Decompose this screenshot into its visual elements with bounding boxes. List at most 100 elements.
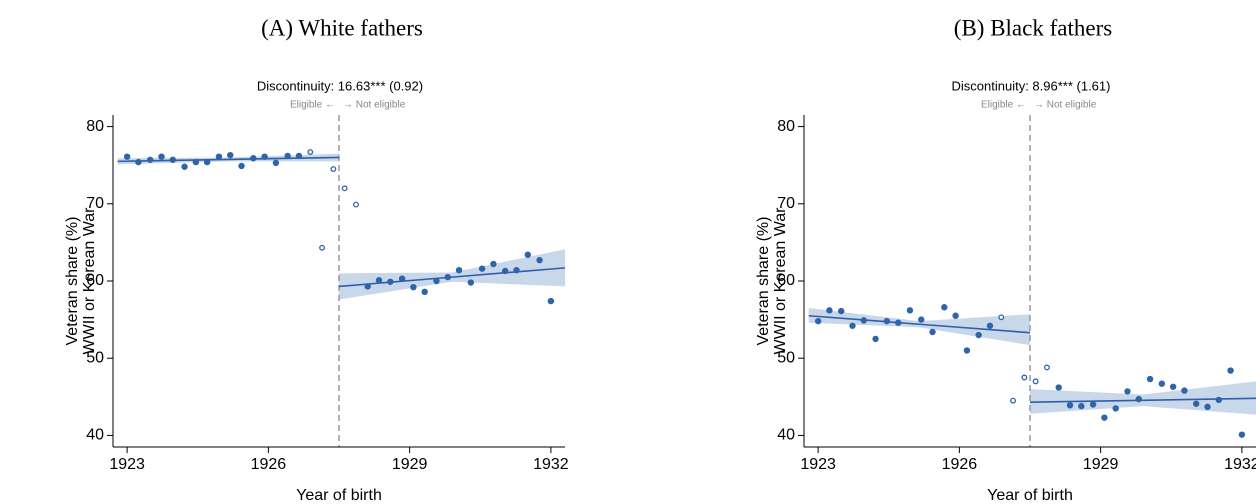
y-tick-label: 80: [777, 118, 795, 135]
data-point: [353, 201, 359, 208]
fit-line: [338, 267, 566, 288]
data-point: [536, 256, 543, 264]
x-axis-label: Year of birth: [296, 487, 382, 504]
data-point: [1043, 364, 1050, 371]
data-point: [1112, 405, 1119, 412]
data-point: [1146, 375, 1154, 383]
data-point: [398, 275, 406, 282]
data-point: [963, 347, 971, 354]
data-point: [410, 283, 417, 291]
x-tick-label: 1929: [1083, 456, 1119, 473]
y-tick-label: 80: [86, 118, 104, 135]
ci-band: [339, 249, 565, 300]
x-tick-label: 1923: [109, 456, 145, 473]
data-point: [952, 312, 959, 319]
data-point: [975, 331, 982, 339]
data-point: [330, 166, 337, 172]
data-point: [261, 153, 268, 160]
fit-line: [808, 314, 1031, 334]
data-point: [1032, 378, 1039, 385]
data-point: [341, 185, 348, 192]
y-axis-label: WWII or Korean War: [81, 207, 98, 355]
data-point: [894, 319, 902, 326]
data-point: [1181, 387, 1188, 394]
data-point: [1010, 397, 1016, 404]
data-point: [146, 156, 154, 163]
data-point: [455, 266, 463, 274]
data-point: [998, 314, 1005, 321]
data-point: [444, 273, 451, 281]
panel: (B) Black fathers Discontinuity: 8.96*** …: [755, 15, 1256, 504]
data-point: [1193, 400, 1200, 407]
data-point: [192, 158, 200, 166]
y-axis-label: Veteran share (%): [64, 217, 81, 346]
data-point: [906, 307, 914, 314]
data-point: [1055, 384, 1062, 391]
y-tick-label: 50: [86, 349, 104, 366]
data-point: [375, 277, 383, 284]
y-tick-label: 40: [777, 427, 795, 444]
annotation: Eligible ←: [290, 100, 335, 111]
annotation: → Not eligible: [1034, 100, 1097, 111]
data-point: [929, 328, 936, 336]
data-point: [1066, 402, 1074, 409]
x-tick-label: 1932: [533, 456, 569, 473]
data-point: [181, 163, 188, 170]
panel-title: (A) White fathers: [261, 15, 423, 40]
data-point: [1158, 380, 1166, 387]
x-tick-label: 1926: [251, 456, 287, 473]
subtitle: Discontinuity: 8.96*** (1.61): [952, 78, 1111, 93]
data-point: [1227, 367, 1234, 374]
data-point: [250, 155, 257, 162]
data-point: [837, 307, 845, 315]
panel: (A) White fathers Discontinuity: 16.63***…: [64, 15, 569, 504]
y-axis-label: Veteran share (%): [755, 217, 772, 346]
data-point: [490, 260, 497, 268]
ci-band: [1030, 381, 1256, 415]
data-point: [478, 265, 486, 272]
x-tick-label: 1932: [1224, 456, 1256, 473]
data-point: [1238, 431, 1246, 438]
data-point: [1124, 388, 1131, 395]
data-point: [203, 158, 211, 166]
data-point: [295, 152, 303, 160]
y-tick-label: 60: [777, 272, 795, 289]
data-point: [1169, 383, 1177, 390]
data-point: [387, 278, 394, 285]
y-tick-label: 50: [777, 349, 795, 366]
data-point: [238, 162, 245, 170]
data-point: [826, 307, 833, 314]
x-tick-label: 1923: [800, 456, 836, 473]
data-point: [123, 153, 131, 160]
y-tick-label: 60: [86, 272, 104, 289]
data-point: [547, 297, 555, 305]
data-point: [1215, 396, 1223, 404]
data-point: [814, 317, 822, 325]
data-point: [1135, 395, 1142, 403]
y-tick-label: 70: [777, 195, 795, 212]
annotation: → Not eligible: [343, 100, 406, 111]
annotation: Eligible ←: [981, 100, 1026, 111]
data-point: [513, 266, 520, 274]
data-point: [433, 277, 440, 285]
data-point: [227, 151, 234, 159]
data-point: [307, 149, 314, 156]
data-point: [502, 267, 509, 275]
data-point: [169, 156, 176, 163]
data-point: [319, 244, 325, 251]
subtitle: Discontinuity: 16.63*** (0.92): [257, 78, 423, 93]
data-point: [918, 316, 925, 323]
data-point: [849, 322, 856, 329]
x-axis-label: Year of birth: [987, 487, 1073, 504]
data-point: [284, 152, 291, 160]
data-point: [860, 317, 867, 324]
fit-line: [117, 156, 340, 163]
data-point: [1101, 414, 1108, 421]
data-point: [158, 153, 165, 160]
y-tick-label: 40: [86, 427, 104, 444]
data-point: [986, 322, 994, 329]
data-point: [1089, 401, 1097, 408]
data-point: [135, 158, 142, 166]
data-point: [883, 317, 891, 325]
